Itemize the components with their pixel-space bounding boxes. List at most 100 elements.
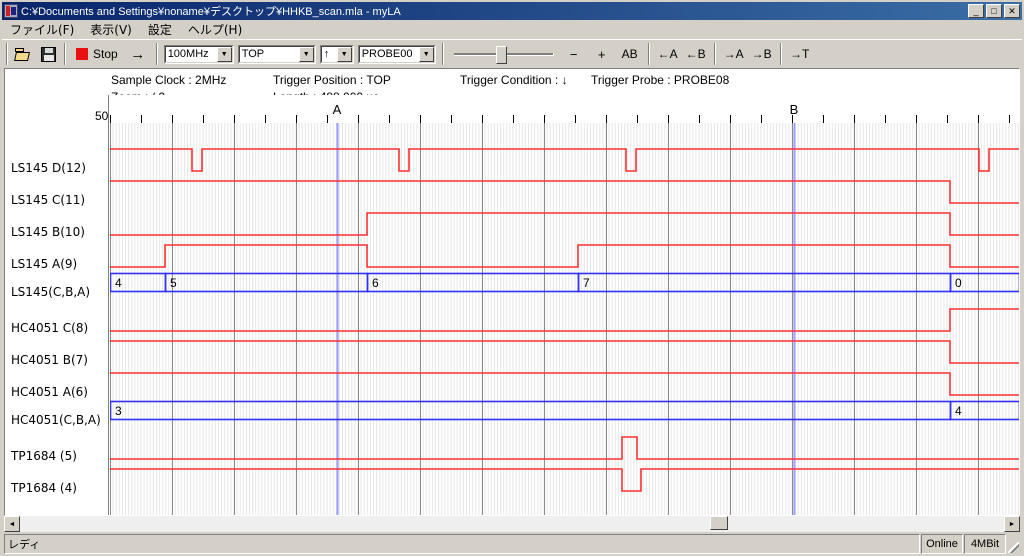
- toolbar-separator: [713, 43, 716, 65]
- minimize-icon: _: [973, 6, 979, 16]
- waveform-canvas[interactable]: A B 4 5 6 7 0 3 4: [110, 95, 1019, 515]
- toolbar-separator: [155, 43, 158, 65]
- channel-label-3[interactable]: LS145 A(9): [11, 257, 78, 271]
- maximize-icon: □: [991, 6, 997, 16]
- trigger-condition-text: Trigger Condition : ↓: [460, 73, 568, 87]
- trigger-position-text: Trigger Position : TOP: [273, 73, 391, 87]
- channel-label-6[interactable]: HC4051 B(7): [11, 353, 88, 367]
- zoom-slider[interactable]: [453, 43, 554, 66]
- toolbar-separator: [6, 43, 8, 65]
- chevron-down-icon[interactable]: ▼: [418, 46, 434, 62]
- bus-segment-4-4: [949, 272, 1019, 293]
- signal-trace-0: [110, 148, 1019, 172]
- floppy-save-icon: [40, 46, 56, 62]
- chevron-down-icon[interactable]: ▼: [336, 46, 352, 62]
- signal-trace-2: [110, 212, 1019, 236]
- trigger-position-combo[interactable]: TOP ▼: [237, 44, 316, 64]
- stop-button-label: Stop: [93, 47, 118, 61]
- svg-text:B: B: [790, 102, 799, 117]
- run-arrow-button[interactable]: →: [130, 45, 146, 63]
- channel-label-9[interactable]: TP1684 (5): [11, 449, 77, 463]
- horizontal-scrollbar[interactable]: ◄ ►: [4, 516, 1020, 532]
- goto-prev-a-button[interactable]: ←A: [657, 47, 678, 61]
- trigger-edge-value: ↑: [323, 48, 330, 60]
- window-title: C:¥Documents and Settings¥noname¥デスクトップ¥…: [21, 6, 401, 18]
- menu-item-settings[interactable]: 設定: [147, 23, 172, 37]
- trigger-edge-combo[interactable]: ↑ ▼: [319, 44, 354, 64]
- label-divider: [108, 95, 109, 515]
- window-controls: _ □ ✕: [968, 4, 1020, 18]
- resize-grip[interactable]: [1006, 534, 1020, 554]
- channel-label-7[interactable]: HC4051 A(6): [11, 385, 88, 399]
- chevron-down-icon[interactable]: ▼: [298, 46, 314, 62]
- signal-trace-9: [110, 436, 1019, 460]
- signal-trace-1: [110, 180, 1019, 204]
- scrollbar-trough[interactable]: [20, 516, 1004, 532]
- channel-label-2[interactable]: LS145 B(10): [11, 225, 85, 239]
- stop-button[interactable]: Stop: [70, 45, 124, 63]
- status-bar: レディ Online 4MBit: [4, 534, 1020, 554]
- close-icon: ✕: [1008, 6, 1016, 16]
- scroll-right-button[interactable]: ►: [1004, 516, 1020, 532]
- channel-label-0[interactable]: LS145 D(12): [11, 161, 86, 175]
- waveform-panel[interactable]: Sample Clock : 2MHz Zoom : / 2 Trigger P…: [4, 68, 1020, 516]
- scrollbar-thumb[interactable]: [710, 516, 728, 530]
- app-icon: [4, 4, 18, 18]
- scroll-left-button[interactable]: ◄: [4, 516, 20, 532]
- signal-trace-6: [110, 340, 1019, 364]
- toolbar-separator: [647, 43, 650, 65]
- signal-trace-7: [110, 372, 1019, 396]
- bus-segment-8-1: [949, 400, 1019, 421]
- toolbar-separator: [64, 43, 66, 65]
- toolbar-separator: [779, 43, 782, 65]
- zoom-slider-thumb[interactable]: [495, 45, 507, 64]
- channel-label-5[interactable]: HC4051 C(8): [11, 321, 89, 335]
- sample-rate-combo[interactable]: 100MHz ▼: [163, 44, 234, 64]
- svg-text:A: A: [333, 102, 342, 117]
- bus-value-4-2: 6: [372, 276, 379, 290]
- folder-open-icon: [15, 47, 33, 61]
- bus-value-4-3: 7: [583, 276, 590, 290]
- save-file-button[interactable]: [36, 43, 60, 66]
- status-memory: 4MBit: [964, 534, 1006, 554]
- toolbar-separator: [441, 43, 444, 65]
- signal-trace-5: [110, 308, 1019, 332]
- signal-trace-3: [110, 244, 1019, 268]
- bus-value-8-1: 4: [955, 404, 962, 418]
- close-button[interactable]: ✕: [1004, 4, 1020, 18]
- trigger-probe-text: Trigger Probe : PROBE08: [591, 73, 730, 87]
- zoom-out-button[interactable]: −: [569, 46, 578, 62]
- channel-label-4[interactable]: LS145(C,B,A): [11, 285, 91, 299]
- goto-trigger-button[interactable]: →T: [790, 47, 810, 61]
- goto-next-a-button[interactable]: →A: [723, 47, 744, 61]
- channel-label-column: LS145 D(12) LS145 C(11) LS145 B(10) LS145 A…: [5, 125, 110, 515]
- goto-next-b-button[interactable]: →B: [751, 47, 772, 61]
- channel-label-8[interactable]: HC4051(C,B,A): [11, 413, 101, 427]
- menu-item-help[interactable]: ヘルプ(H): [187, 23, 243, 37]
- status-message: レディ: [4, 534, 920, 554]
- ab-measure-button[interactable]: AB: [621, 47, 638, 61]
- minimize-button[interactable]: _: [968, 4, 984, 18]
- bus-value-4-1: 5: [170, 276, 177, 290]
- status-online: Online: [921, 534, 963, 554]
- trigger-probe-value: PROBE00: [361, 48, 413, 60]
- zoom-in-button[interactable]: +: [597, 46, 606, 62]
- menu-bar: ファイル(F) 表示(V) 設定 ヘルプ(H): [2, 20, 1022, 40]
- channel-label-1[interactable]: LS145 C(11): [11, 193, 86, 207]
- open-file-button[interactable]: [12, 43, 36, 66]
- signal-trace-10: [110, 468, 1019, 492]
- menu-item-view[interactable]: 表示(V): [90, 23, 132, 37]
- title-bar: C:¥Documents and Settings¥noname¥デスクトップ¥…: [2, 2, 1022, 20]
- menu-item-file[interactable]: ファイル(F): [10, 23, 75, 37]
- channel-label-10[interactable]: TP1684 (4): [11, 481, 77, 495]
- bus-value-8-0: 3: [115, 404, 122, 418]
- goto-prev-b-button[interactable]: ←B: [685, 47, 706, 61]
- trigger-probe-combo[interactable]: PROBE00 ▼: [357, 44, 436, 64]
- sample-rate-value: 100MHz: [167, 48, 209, 60]
- maximize-button[interactable]: □: [986, 4, 1002, 18]
- bus-value-4-4: 0: [955, 276, 962, 290]
- chevron-down-icon[interactable]: ▼: [216, 46, 232, 62]
- waveform-area[interactable]: LS145 D(12) LS145 C(11) LS145 B(10) LS145 A…: [5, 95, 1019, 515]
- toolbar: Stop → 100MHz ▼ TOP ▼ ↑ ▼ PROBE00 ▼ − + …: [2, 39, 1022, 68]
